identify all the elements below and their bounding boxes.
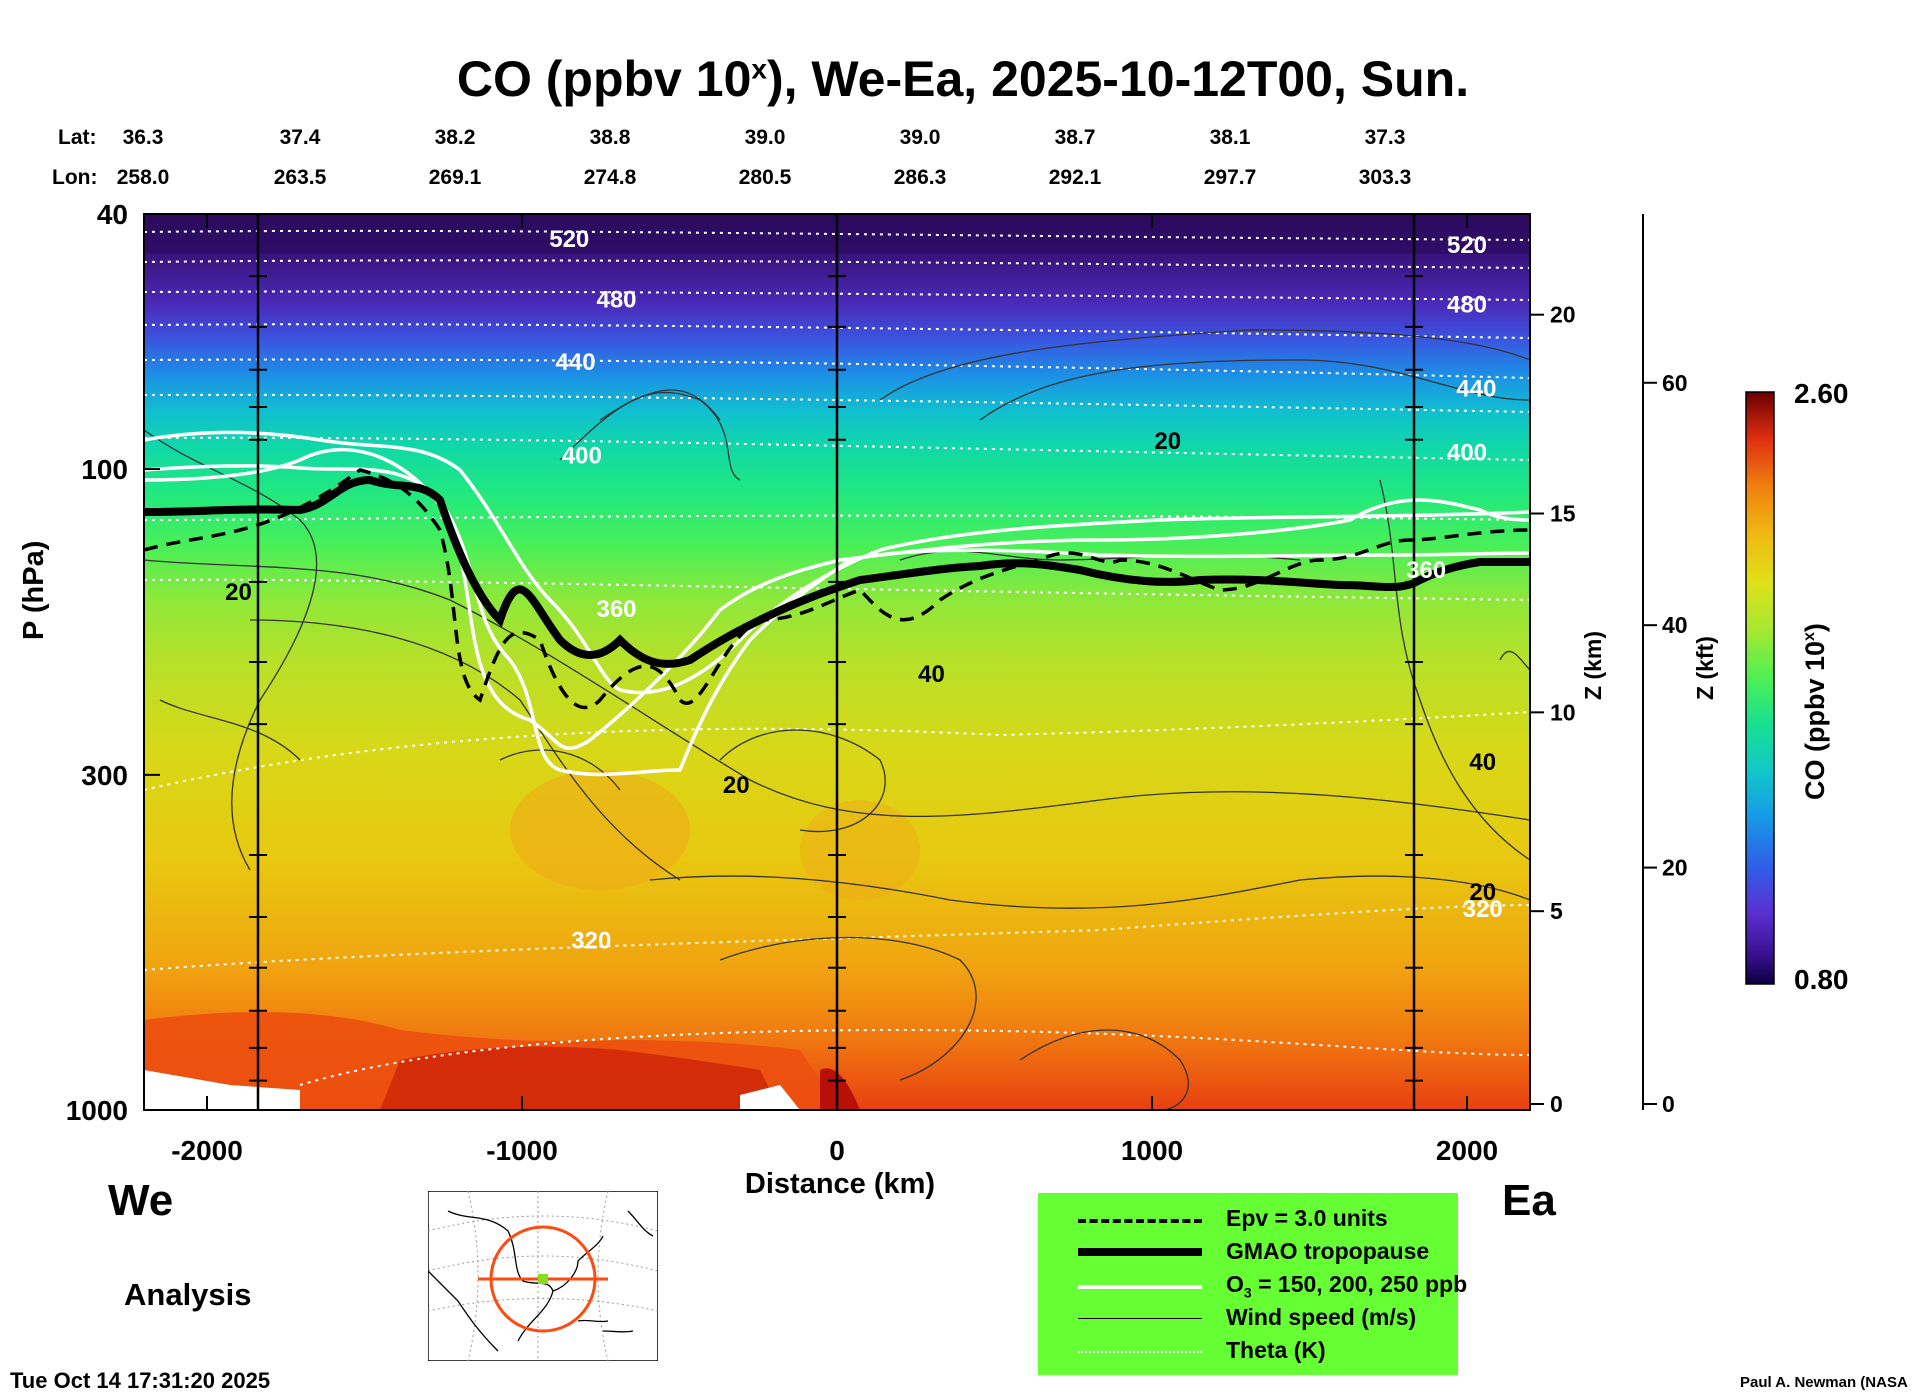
theta-label: 400 [562,442,602,469]
lat-label: Lat: [58,126,97,149]
x-tick-label: 1000 [1121,1135,1183,1166]
theta-label: 360 [1406,557,1446,584]
lon-value: 286.3 [893,166,947,189]
lon-label: Lon: [52,166,98,189]
legend-item-tropopause: GMAO tropopause [1038,1236,1458,1269]
wind-label: 20 [225,579,252,606]
lon-value: 280.5 [738,166,792,189]
colorbar-title: CO (ppbv 10x) [1800,623,1830,800]
lon-value: 263.5 [273,166,327,189]
legend-item-ozone: O3 = 150, 200, 250 ppb [1038,1269,1467,1302]
lat-value: 37.3 [1364,126,1406,149]
z-km-tick-label: 5 [1550,898,1563,924]
lon-value: 258.0 [116,166,170,189]
wind-label: 40 [918,661,945,688]
wind-label: 20 [723,772,750,799]
chart-title: CO (ppbv 10x), We-Ea, 2025-10-12T00, Sun… [456,51,1470,107]
west-label: We [108,1176,174,1225]
theta-label: 440 [556,349,596,376]
z-kft-tick-label: 20 [1662,855,1688,881]
credit: Paul A. Newman (NASA [1740,1374,1908,1391]
y-axis-title: P (hPa) [18,540,50,640]
z-km-tick-label: 10 [1550,699,1576,725]
theta-label: 320 [1463,896,1503,923]
theta-label: 400 [1447,440,1487,467]
wind-label: 40 [1469,749,1496,776]
lat-value: 39.0 [744,126,786,149]
lon-value: 269.1 [428,166,482,189]
theta-label: 480 [596,287,636,314]
theta-label: 320 [571,928,611,955]
x-tick-label: 2000 [1436,1135,1498,1166]
inset-map [428,1191,658,1361]
z-kft-tick-label: 40 [1662,612,1688,638]
lat-value: 36.3 [122,126,164,149]
lat-value: 37.4 [279,126,321,149]
legend-item-theta: Theta (K) [1038,1335,1458,1368]
tropopause-line [144,475,1530,668]
x-tick-label: -1000 [486,1135,558,1166]
z-km-tick-label: 0 [1550,1091,1563,1117]
colorbar-max-label: 2.60 [1794,378,1849,409]
legend-item-wind: Wind speed (m/s) [1038,1302,1458,1335]
z-kft-tick-label: 0 [1662,1091,1675,1117]
theta-label: 440 [1456,375,1496,402]
z-km-tick-label: 15 [1550,501,1576,527]
y-tick-label: 1000 [66,1095,128,1126]
lon-value: 274.8 [583,166,637,189]
theta-label: 480 [1447,292,1487,319]
lon-value: 303.3 [1358,166,1412,189]
lat-value: 38.2 [434,126,476,149]
lat-value: 38.1 [1209,126,1251,149]
theta-label: 520 [1447,232,1487,259]
wind-label: 20 [1154,428,1181,455]
analysis-label: Analysis [124,1277,252,1312]
x-axis-title: Distance (km) [744,1168,936,1200]
z-km-title: Z (km) [1580,631,1606,700]
y-tick-label: 40 [97,199,128,230]
x-tick-label: -2000 [171,1135,243,1166]
lon-value: 292.1 [1048,166,1102,189]
epv-contour [144,468,1530,710]
colorbar [1745,391,1775,985]
legend-item-epv: Epv = 3.0 units [1038,1203,1458,1236]
theta-label: 520 [549,226,589,253]
wind-label: 20 [1469,879,1496,906]
timestamp: Tue Oct 14 17:31:20 2025 [10,1368,271,1393]
ozone-contours [144,430,1530,777]
z-km-tick-label: 20 [1550,302,1576,328]
colorbar-min-label: 0.80 [1794,964,1849,995]
legend: Epv = 3.0 units GMAO tropopause O3 = 150… [1038,1193,1467,1375]
z-kft-title: Z (kft) [1692,636,1718,700]
theta-label: 360 [596,596,636,623]
lat-value: 38.7 [1054,126,1096,149]
east-label: Ea [1502,1176,1556,1225]
x-tick-label: 0 [829,1135,845,1166]
y-tick-label: 300 [81,760,128,791]
lat-value: 38.8 [589,126,631,149]
z-kft-tick-label: 60 [1662,370,1688,396]
lat-value: 39.0 [899,126,941,149]
y-tick-label: 100 [81,454,128,485]
lon-value: 297.7 [1203,166,1257,189]
